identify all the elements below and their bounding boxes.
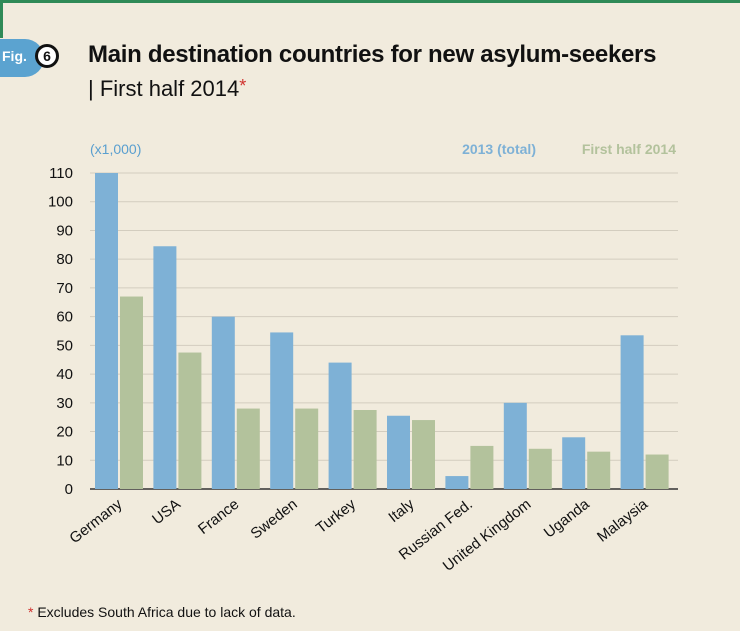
x-tick-label: Italy xyxy=(385,495,418,526)
y-tick-label: 110 xyxy=(49,165,73,182)
bar-2013 xyxy=(387,415,410,489)
y-tick-label: 50 xyxy=(56,337,73,354)
x-tick-label: Uganda xyxy=(541,495,593,541)
x-tick-label: Germany xyxy=(66,495,125,547)
x-tick-label: Turkey xyxy=(313,495,360,537)
bar-2014 xyxy=(645,454,669,489)
x-tick-label: Malaysia xyxy=(594,495,652,545)
figure-number: 6 xyxy=(35,44,59,68)
figure-badge-label: Fig. xyxy=(2,48,27,64)
top-rule xyxy=(0,0,740,3)
bar-2013 xyxy=(328,362,352,489)
x-tick-label: USA xyxy=(149,496,184,528)
chart-subtitle: | First half 2014* xyxy=(88,76,246,102)
bar-2014 xyxy=(178,352,202,489)
bar-2014 xyxy=(470,445,494,489)
bar-2013 xyxy=(211,316,235,489)
subtitle-asterisk: * xyxy=(239,76,247,96)
bar-chart: 0 10 20 30 40 50 60 70 80 90 100 110 (x1,000) 2013 (t… xyxy=(48,141,678,575)
chart-title: Main destination countries for new asylu… xyxy=(88,41,657,68)
y-tick-label: 0 xyxy=(65,481,73,498)
bar-2014 xyxy=(120,296,143,489)
y-tick-label: 40 xyxy=(56,366,73,383)
y-tick-label: 30 xyxy=(56,395,73,412)
x-tick-label: Sweden xyxy=(247,496,300,543)
bar-2013 xyxy=(620,335,644,489)
footnote-text: Excludes South Africa due to lack of dat… xyxy=(37,604,296,620)
bar-2014 xyxy=(236,408,260,489)
y-tick-label: 70 xyxy=(56,280,73,297)
y-tick-label: 90 xyxy=(56,222,73,239)
legend-2014: First half 2014 xyxy=(582,141,676,157)
y-tick-label: 10 xyxy=(56,452,73,469)
bar-2013 xyxy=(445,476,469,489)
left-rule xyxy=(0,0,3,38)
bar-2014 xyxy=(587,451,611,489)
unit-label: (x1,000) xyxy=(90,141,141,157)
bar-2014 xyxy=(353,410,377,489)
bar-2013 xyxy=(270,332,294,489)
y-tick-label: 100 xyxy=(48,194,73,211)
footnote-asterisk: * xyxy=(28,604,34,620)
bar-2014 xyxy=(528,448,552,489)
legend-2013: 2013 (total) xyxy=(462,141,536,157)
bar-2013 xyxy=(562,437,586,489)
bar-2013 xyxy=(153,246,177,489)
y-tick-label: 60 xyxy=(56,309,73,326)
chart-subtitle-text: | First half 2014 xyxy=(88,76,240,101)
bar-2013 xyxy=(95,173,118,489)
bar-2013 xyxy=(503,402,527,489)
footnote: * Excludes South Africa due to lack of d… xyxy=(28,604,296,620)
y-tick-label: 20 xyxy=(56,424,73,441)
x-tick-label: France xyxy=(195,496,242,538)
bar-2014 xyxy=(412,420,435,489)
y-tick-label: 80 xyxy=(56,251,73,268)
bar-2014 xyxy=(295,408,319,489)
